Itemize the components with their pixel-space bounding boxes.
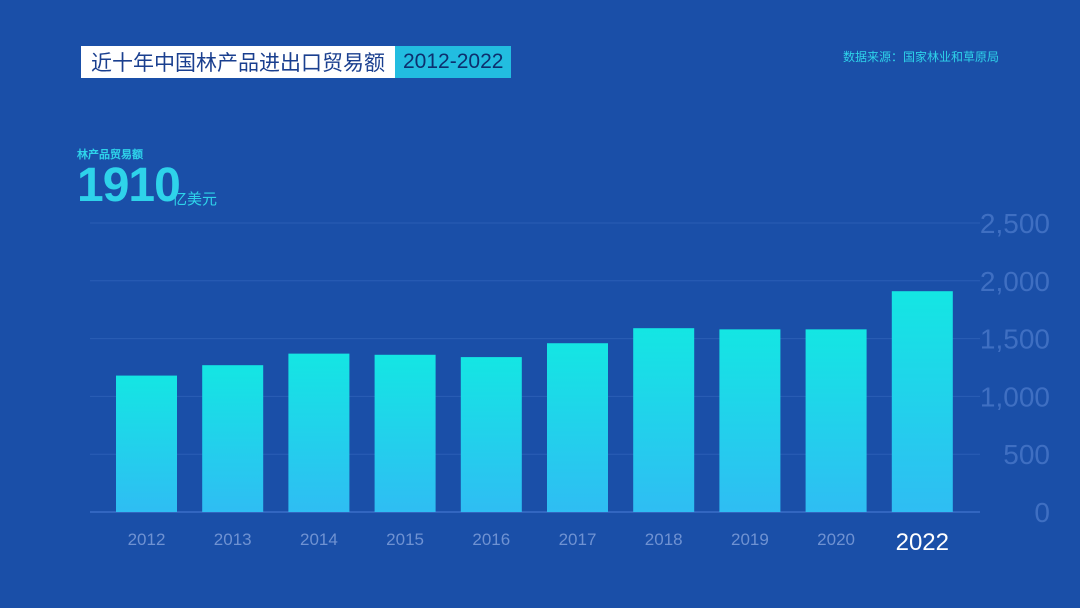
y-tick-label: 2,500 <box>980 208 1050 239</box>
bar-2013 <box>202 365 264 512</box>
bar-2018 <box>633 328 695 512</box>
y-tick-label: 2,000 <box>980 266 1050 297</box>
bar-2012 <box>116 375 177 512</box>
title-years: 2012-2022 <box>395 46 512 78</box>
y-tick-label: 1,000 <box>980 381 1050 412</box>
kpi-value: 1910 <box>77 159 181 212</box>
x-axis: 2012 2013 2014 2015 2016 2017 2018 2019 2020 2022 <box>128 529 949 556</box>
kpi-label: 林产品贸易额 <box>77 148 143 161</box>
title-box: 近十年中国林产品进出口贸易额 2012-2022 <box>81 46 512 78</box>
x-tick-label-2020: 2020 <box>817 530 855 549</box>
bars <box>116 291 953 512</box>
kpi-unit: 亿美元 <box>172 190 218 208</box>
x-tick-label-2018: 2018 <box>645 530 683 549</box>
bar-2016 <box>460 357 522 512</box>
bar-2022 <box>891 291 953 512</box>
x-tick-label-2012: 2012 <box>128 530 166 549</box>
chart-title: 近十年中国林产品进出口贸易额 <box>81 46 395 78</box>
x-tick-label-2019: 2019 <box>731 530 769 549</box>
x-tick-label-2013: 2013 <box>214 530 252 549</box>
x-tick-label-2016: 2016 <box>472 530 510 549</box>
x-tick-label-2015: 2015 <box>386 530 424 549</box>
bar-2015 <box>374 354 436 512</box>
bar-2020 <box>805 329 867 512</box>
x-tick-label-2022: 2022 <box>896 529 949 556</box>
y-axis: 0 500 1,000 1,500 2,000 2,500 <box>980 208 1050 528</box>
y-tick-label: 0 <box>1034 497 1050 528</box>
bar-2017 <box>547 343 608 512</box>
data-source: 数据来源：国家林业和草原局 <box>843 50 1000 64</box>
x-tick-label-2017: 2017 <box>559 530 597 549</box>
bar-2019 <box>719 329 781 512</box>
y-tick-label: 1,500 <box>980 324 1050 355</box>
x-tick-label-2014: 2014 <box>300 530 338 549</box>
y-tick-label: 500 <box>1003 439 1050 470</box>
bar-2014 <box>288 353 350 512</box>
